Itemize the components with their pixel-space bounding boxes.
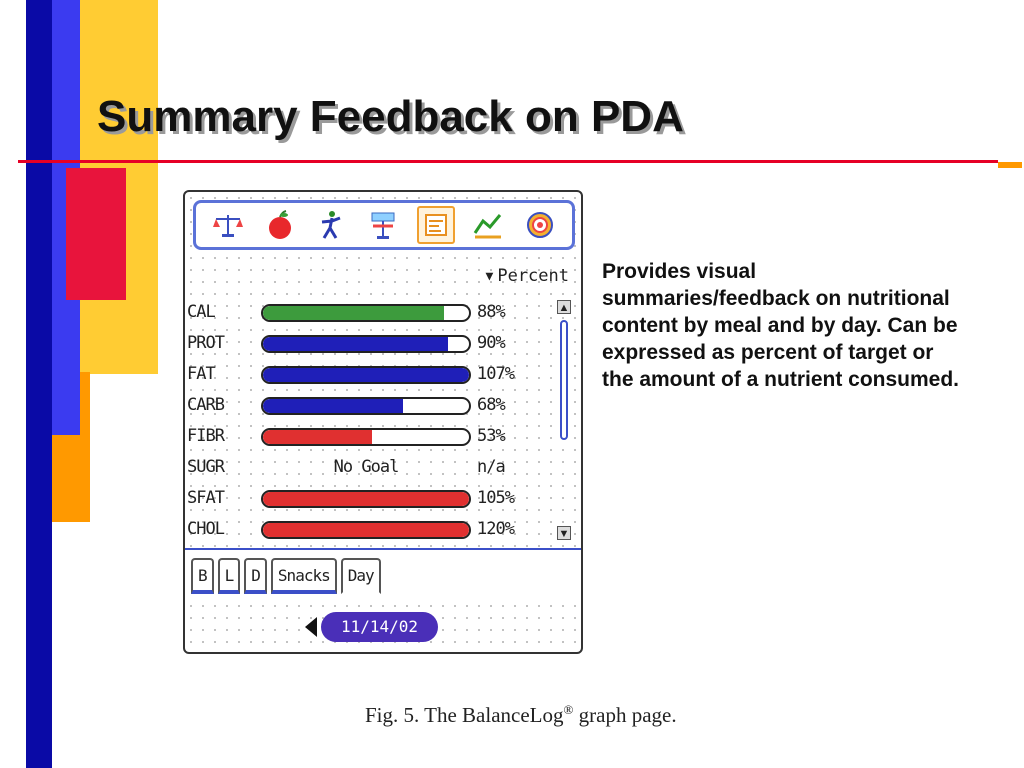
deco-navy-bar xyxy=(26,0,52,768)
tab-l[interactable]: L xyxy=(217,558,241,594)
slide-title: Summary Feedback on PDA xyxy=(97,92,684,141)
nutrient-row-fat: FAT 107% xyxy=(187,364,567,386)
no-goal-text: No Goal xyxy=(333,457,400,477)
scroll-track[interactable] xyxy=(560,316,568,524)
nutrient-bar xyxy=(261,366,471,384)
date-navigator: 11/14/02 xyxy=(305,612,439,642)
tab-d[interactable]: D xyxy=(244,558,267,594)
tab-day[interactable]: Day xyxy=(340,558,381,594)
target-icon[interactable] xyxy=(522,207,558,243)
scroll-thumb[interactable] xyxy=(560,320,568,440)
nutrient-bar xyxy=(261,397,471,415)
nutrient-value: 68% xyxy=(477,395,506,415)
nutrient-row-cal: CAL 88% xyxy=(187,302,567,324)
trend-chart-icon[interactable] xyxy=(470,207,506,243)
weight-sign-icon[interactable] xyxy=(365,207,401,243)
view-mode-selector[interactable]: ▼ Percent xyxy=(486,266,569,286)
nutrient-bar xyxy=(261,428,471,446)
activity-person-icon[interactable] xyxy=(313,207,349,243)
figure-caption: Fig. 5. The BalanceLog® graph page. xyxy=(365,702,677,728)
nutrient-bar-fill xyxy=(263,337,449,351)
nutrient-value: 107% xyxy=(477,364,515,384)
meal-tabs-area: B L D Snacks Day xyxy=(185,548,581,604)
date-button[interactable]: 11/14/02 xyxy=(321,612,439,642)
deco-red-block xyxy=(66,168,126,300)
nutrient-bar xyxy=(261,335,471,353)
title-rule xyxy=(18,160,998,163)
nutrient-row-sugr: SUGR No Goal n/a xyxy=(187,457,567,479)
nutrient-bar xyxy=(261,521,471,539)
graph-page-icon[interactable] xyxy=(416,206,455,244)
previous-date-arrow-icon[interactable] xyxy=(305,617,317,637)
nutrient-bar xyxy=(261,490,471,508)
nutrient-label: PROT xyxy=(187,333,225,353)
caption-suffix: graph page. xyxy=(573,703,677,727)
registered-mark: ® xyxy=(563,702,574,717)
nutrient-row-carb: CARB 68% xyxy=(187,395,567,417)
nutrient-bar-fill xyxy=(263,492,469,506)
nutrient-row-chol: CHOL 120% xyxy=(187,519,567,541)
scroll-down-arrow-icon[interactable]: ▼ xyxy=(557,526,571,540)
nutrient-bar-fill xyxy=(263,399,404,413)
pda-screen: ▼ Percent CAL 88% PROT 90% FAT 107% CARB 68% FIB… xyxy=(183,190,583,654)
nutrient-bar-fill xyxy=(263,306,445,320)
meal-tabs: B L D Snacks Day xyxy=(191,558,381,594)
nutrient-bar-fill xyxy=(263,368,469,382)
pda-toolbar xyxy=(193,200,575,250)
nutrient-label: CHOL xyxy=(187,519,225,539)
apple-icon[interactable] xyxy=(262,207,298,243)
scroll-up-arrow-icon[interactable]: ▲ xyxy=(557,300,571,314)
nutrient-label: SFAT xyxy=(187,488,225,508)
nutrient-label: CARB xyxy=(187,395,225,415)
nutrient-row-prot: PROT 90% xyxy=(187,333,567,355)
nutrient-bar xyxy=(261,304,471,322)
caption-prefix: Fig. 5. The BalanceLog xyxy=(365,703,564,727)
nutrient-label: SUGR xyxy=(187,457,225,477)
view-mode-label: Percent xyxy=(497,266,569,286)
nutrient-label: FAT xyxy=(187,364,216,384)
nutrient-value: 90% xyxy=(477,333,506,353)
nutrient-label: CAL xyxy=(187,302,216,322)
tab-snacks[interactable]: Snacks xyxy=(270,558,337,594)
nutrient-bar-fill xyxy=(263,523,469,537)
slide-description: Provides visual summaries/feedback on nu… xyxy=(602,260,960,391)
nutrient-value: 120% xyxy=(477,519,515,539)
nutrient-value: 88% xyxy=(477,302,506,322)
nutrient-bar-fill xyxy=(263,430,373,444)
scrollbar[interactable]: ▲ ▼ xyxy=(557,300,571,540)
nutrient-row-sfat: SFAT 105% xyxy=(187,488,567,510)
nutrient-label: FIBR xyxy=(187,426,225,446)
title-rule-accent xyxy=(998,162,1022,168)
dropdown-arrow-icon: ▼ xyxy=(485,268,494,284)
nutrient-value: 105% xyxy=(477,488,515,508)
balance-scale-icon[interactable] xyxy=(210,207,246,243)
nutrient-row-fibr: FIBR 53% xyxy=(187,426,567,448)
nutrient-value: 53% xyxy=(477,426,506,446)
nutrient-value: n/a xyxy=(477,457,506,477)
tab-b[interactable]: B xyxy=(191,558,214,594)
